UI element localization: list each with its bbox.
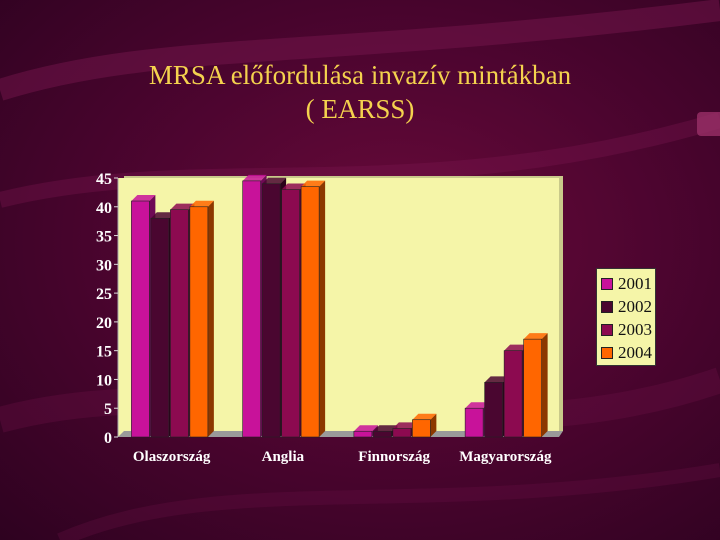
bar-top [281,183,306,190]
bar-top [131,195,156,202]
bar-front [392,428,412,438]
bar-side [541,333,548,437]
legend-item-2003: 2003 [601,318,655,341]
bar-top [412,413,437,420]
slide-title-line-2: ( EARSS) [305,94,415,124]
legend-item-2001: 2001 [601,272,655,295]
bar-front [189,206,209,438]
y-tick-label: 10 [96,372,112,389]
bar-front [523,338,542,438]
bar-top [242,174,267,181]
bar-front [281,189,300,438]
y-tick-label: 45 [96,171,112,188]
legend-label: 2002 [618,296,652,316]
bar-top [150,212,175,219]
y-tick-label: 30 [96,257,112,274]
chart-legend: 2001 2002 2003 2004 [596,268,656,366]
bar-top [523,333,548,340]
legend-swatch [601,323,613,336]
x-category-label: Anglia [262,449,305,465]
y-tick-label: 35 [96,229,112,246]
bar-side [430,413,437,437]
bar-2004-1 [300,180,326,438]
bar-front [464,407,484,438]
legend-swatch [601,300,613,313]
bar-front [170,209,189,438]
bar-front [150,217,170,438]
bar-top [484,376,509,383]
bar-2004-0 [189,200,214,438]
bar-front [373,430,392,438]
bar-top [262,177,287,184]
legend-label: 2003 [618,319,652,339]
bar-front [261,183,281,438]
y-tick-label: 40 [96,200,112,217]
slide-title: MRSA előfordulása invazív mintákban ( EA… [0,58,720,126]
y-tick-label: 15 [96,344,112,361]
bar-top [170,203,195,210]
slide-edge-tab [697,112,720,136]
legend-item-2004: 2004 [601,341,655,364]
x-category-label: Olaszország [133,449,211,465]
legend-label: 2004 [618,342,652,362]
bar-front [131,200,150,438]
legend-swatch [601,277,613,290]
bar-front [300,186,320,438]
bar-top [373,425,398,432]
y-tick-label: 20 [96,315,112,332]
bar-front [412,419,431,438]
legend-item-2002: 2002 [601,295,655,318]
y-tick-label: 25 [96,286,112,303]
bar-front [353,430,373,438]
bar-front [503,350,523,438]
bar-front [242,180,261,438]
bar-side [319,180,326,437]
y-tick-label: 5 [104,401,112,418]
bar-side [207,200,214,437]
x-category-label: Finnország [358,449,430,465]
legend-label: 2001 [618,273,652,293]
bar-top [504,344,529,351]
y-tick-label: 0 [104,430,112,447]
bar-2004-3 [523,333,548,438]
slide-title-line-1: MRSA előfordulása invazív mintákban [148,60,572,90]
bar-top [392,422,417,429]
bar-top [301,180,326,187]
bar-top [465,402,490,409]
bar-2004-2 [412,413,437,438]
plot-floor [118,431,563,437]
legend-swatch [601,346,613,359]
bar-top [353,425,378,432]
bar-front [484,382,503,438]
bar-top [189,200,214,207]
x-category-label: Magyarország [459,449,552,465]
